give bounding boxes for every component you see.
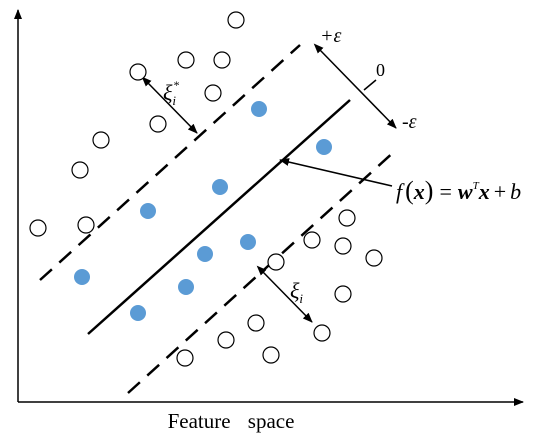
xi-sub: i — [299, 291, 303, 306]
lower-margin — [127, 149, 397, 394]
labels: +ε 0 -ε ξi* ξi f (x) = wTx + b Feature space — [163, 25, 521, 433]
xi-symbol: ξ — [163, 80, 173, 105]
point — [77, 216, 95, 234]
point — [74, 269, 90, 285]
formula-part: x — [478, 179, 490, 204]
plus-epsilon: +ε — [320, 25, 341, 47]
axes — [14, 9, 524, 406]
formula-part: ( — [405, 176, 414, 205]
point — [176, 349, 194, 367]
point — [334, 285, 352, 303]
point — [149, 115, 167, 133]
zero-tick — [363, 79, 377, 91]
point — [251, 101, 267, 117]
point — [140, 203, 156, 219]
minus-epsilon: -ε — [402, 111, 417, 133]
formula-part: f — [396, 179, 405, 204]
point — [197, 246, 213, 262]
point — [240, 234, 256, 250]
point — [227, 11, 245, 29]
formula-part: x — [413, 179, 425, 204]
formula-part: b — [510, 179, 521, 204]
xi-arrow — [256, 265, 313, 323]
point — [130, 305, 146, 321]
point — [334, 237, 352, 255]
xi-symbol: ξ — [290, 278, 300, 303]
regression-line — [87, 99, 351, 335]
point — [338, 209, 356, 227]
formula-part: ) — [425, 176, 434, 205]
xi-label: ξi — [290, 278, 303, 306]
point — [213, 51, 231, 69]
support-vectors — [74, 101, 332, 321]
point — [303, 231, 321, 249]
zero-label: 0 — [376, 60, 385, 80]
point — [365, 249, 383, 267]
xi-sup: * — [173, 78, 179, 92]
upper-margin — [39, 44, 301, 281]
point — [247, 314, 265, 332]
xi-sub: i — [172, 93, 176, 108]
xi-star-label: ξi* — [163, 78, 179, 108]
point — [313, 324, 331, 342]
open-points — [29, 11, 383, 367]
formula: f (x) = wTx + b — [396, 176, 521, 205]
formula-part: + — [494, 179, 506, 204]
point — [92, 131, 110, 149]
x-axis-label: Feature space — [168, 409, 295, 433]
formula-part: T — [473, 180, 480, 192]
point — [71, 161, 89, 179]
point — [267, 253, 285, 271]
point — [217, 331, 235, 349]
point — [316, 139, 332, 155]
point — [178, 279, 194, 295]
point — [204, 84, 222, 102]
point — [212, 179, 228, 195]
epsilon-arrow — [313, 43, 397, 129]
formula-part: w — [458, 179, 473, 204]
point — [177, 51, 195, 69]
boundaries — [39, 44, 397, 394]
point — [29, 219, 47, 237]
xi-star-arrow — [141, 76, 198, 134]
arrows — [141, 43, 397, 323]
formula-part: = — [439, 179, 451, 204]
point — [129, 63, 147, 81]
point — [262, 346, 280, 364]
formula-arrow — [279, 158, 393, 187]
